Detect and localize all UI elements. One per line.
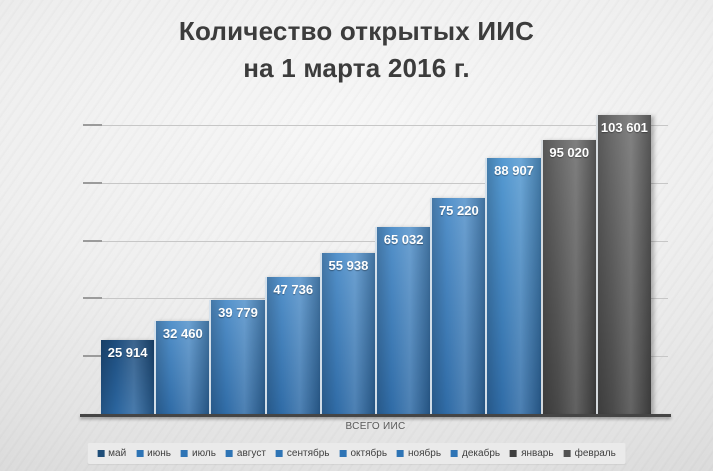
bar-июнь: 32 460 (154, 321, 210, 415)
legend-label: ноябрь (408, 448, 442, 459)
gridline (83, 181, 668, 184)
axis-tick (83, 297, 102, 300)
bar-декабрь: 88 907 (485, 158, 541, 415)
legend-marker-icon (451, 450, 459, 457)
legend-item-ноябрь: ноябрь (397, 448, 441, 459)
legend-marker-icon (97, 450, 105, 457)
x-axis-category-label: ВСЕГО ИИС (345, 421, 406, 432)
bar-value-label: 88 907 (494, 163, 534, 178)
bar-ноябрь: 75 220 (430, 198, 486, 415)
legend-item-октябрь: октябрь (339, 448, 387, 459)
legend-label: октябрь (350, 448, 388, 459)
gridline (83, 123, 668, 126)
bar-август: 47 736 (264, 277, 320, 415)
axis-tick (83, 181, 102, 184)
bar-value-label: 47 736 (273, 282, 314, 297)
legend-item-июнь: июнь (136, 448, 171, 459)
legend-marker-icon (275, 450, 283, 457)
legend-item-февраль: февраль (563, 448, 616, 459)
legend-item-декабрь: декабрь (451, 448, 500, 459)
axis-tick (83, 239, 102, 242)
legend-label: июль (191, 448, 216, 459)
bar-series: 25 914 32 460 39 779 47 736 55 938 65 032 75 2… (101, 100, 652, 415)
legend-marker-icon (225, 450, 233, 457)
legend-item-июль: июль (180, 448, 216, 459)
bar-январь: 95 020 (540, 140, 596, 415)
chart-title-line1: Количество открытых ИИС (178, 16, 535, 46)
bar-октябрь: 65 032 (375, 227, 431, 415)
x-axis-line (80, 414, 671, 417)
legend-item-сентябрь: сентябрь (275, 448, 330, 459)
bar-июль: 39 779 (209, 300, 265, 415)
axis-tick (83, 123, 102, 126)
legend-item-август: август (225, 448, 266, 459)
bar-value-label: 75 220 (438, 203, 479, 218)
bar-сентябрь: 55 938 (319, 253, 376, 415)
legend-label: февраль (574, 448, 616, 459)
bar-value-label: 39 779 (218, 305, 258, 320)
legend-marker-icon (136, 450, 144, 457)
bar-value-label: 103 601 (600, 120, 648, 135)
legend-item-май: май (97, 448, 126, 459)
legend-marker-icon (510, 450, 518, 457)
legend-label: июнь (147, 448, 171, 459)
bar-value-label: 95 020 (549, 145, 590, 160)
bar-value-label: 55 938 (328, 258, 369, 273)
legend-label: май (108, 448, 127, 459)
legend-item-январь: январь (510, 448, 554, 459)
bar-value-label: 25 914 (107, 345, 148, 360)
legend-marker-icon (180, 450, 188, 457)
axis-tick (83, 355, 102, 358)
plot-area: 25 914 32 460 39 779 47 736 55 938 65 032 75 2… (80, 100, 671, 432)
legend-label: декабрь (462, 448, 501, 459)
legend-marker-icon (563, 450, 571, 457)
legend-marker-icon (339, 450, 347, 457)
bar-май: 25 914 (101, 340, 155, 415)
chart-title-line2: на 1 марта 2016 г. (243, 53, 470, 83)
legend-label: январь (521, 448, 554, 459)
bar-value-label: 65 032 (383, 232, 424, 247)
legend-label: август (236, 448, 266, 459)
bar-value-label: 32 460 (162, 326, 203, 341)
legend: май июнь июль август сентябрь октябрь ноябрь де… (87, 443, 626, 464)
bar-февраль: 103 601 (595, 115, 652, 415)
legend-marker-icon (397, 450, 405, 457)
legend-label: сентябрь (286, 448, 330, 459)
chart-title: Количество открытых ИИС на 1 марта 2016 … (0, 13, 713, 87)
